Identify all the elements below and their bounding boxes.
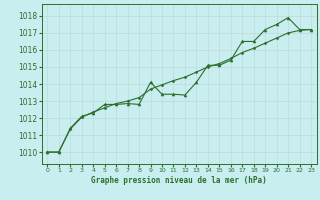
X-axis label: Graphe pression niveau de la mer (hPa): Graphe pression niveau de la mer (hPa) — [91, 176, 267, 185]
